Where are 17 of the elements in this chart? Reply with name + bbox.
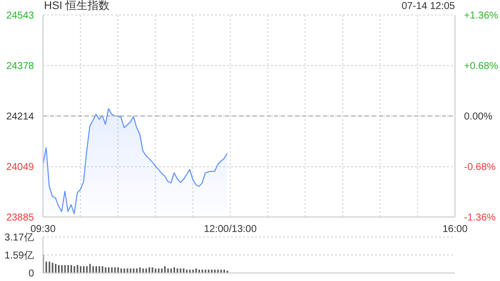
text: 07-14 12:05 (402, 0, 455, 13)
y-tick-label: 3.17亿 (4, 232, 34, 244)
x-tick-label: 12:00/13:00 (204, 224, 258, 236)
y-tick-label: 24543 (6, 10, 34, 22)
y2-tick-label: +0.68% (464, 61, 498, 72)
y2-tick-label: -0.68% (464, 162, 496, 173)
y-tick-label: 24049 (6, 162, 34, 174)
y-tick-label: 1.59亿 (4, 250, 34, 262)
y-tick-label: 23885 (6, 212, 34, 224)
y2-tick-label: 0.00% (464, 112, 492, 122)
chart-title: HSI 恒生指数 (44, 0, 110, 13)
y-tick-label: 24214 (6, 112, 34, 122)
y-tick-label: 24378 (6, 61, 34, 72)
y-tick-label: 0 (28, 268, 34, 280)
x-tick-label: 16:00 (442, 224, 468, 236)
y2-tick-label: -1.36% (464, 212, 496, 224)
y2-tick-label: +1.36% (464, 10, 498, 22)
